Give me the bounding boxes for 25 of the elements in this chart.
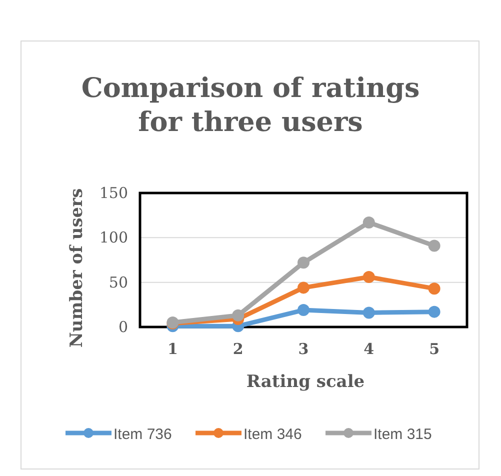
y-tick-label: 50 (108, 273, 128, 292)
x-tick-label: 3 (298, 340, 309, 358)
x-tick-label: 4 (364, 340, 374, 358)
legend-label: Item 736 (114, 426, 172, 443)
y-tick-label: 0 (118, 318, 128, 336)
point (428, 306, 440, 318)
chart-title: Comparison of ratings for three users (81, 73, 420, 138)
point (362, 216, 375, 228)
x-axis-title: Rating scale (246, 372, 365, 392)
y-tick-label: 100 (99, 228, 128, 247)
x-tick-label: 2 (232, 340, 244, 358)
point (232, 309, 244, 322)
point (298, 256, 310, 269)
legend-label: Item 315 (374, 426, 432, 443)
point (362, 270, 375, 283)
x-tick-label: 5 (429, 340, 440, 358)
point (298, 304, 310, 316)
point (428, 240, 440, 252)
x-tick-label: 1 (167, 340, 178, 358)
point (428, 282, 440, 295)
legend-label: Item 346 (244, 426, 302, 443)
y-axis-title: Number of users (67, 188, 87, 348)
point (362, 306, 375, 319)
y-tick-label: 150 (99, 184, 128, 202)
point (298, 282, 310, 294)
